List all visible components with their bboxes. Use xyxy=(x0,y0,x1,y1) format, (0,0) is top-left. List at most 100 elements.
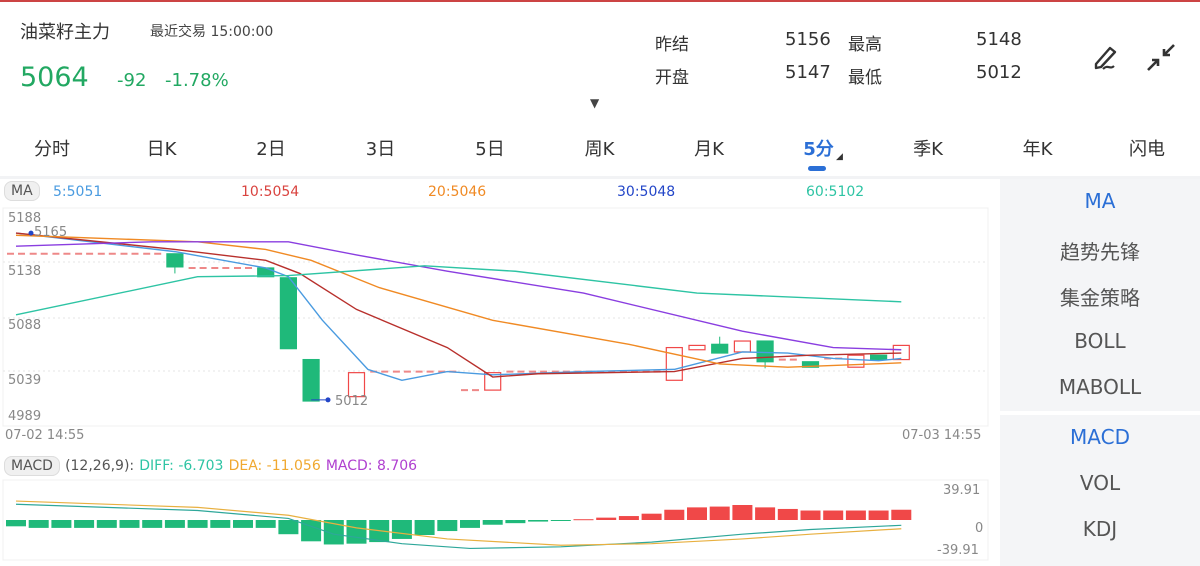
candle-up xyxy=(347,372,366,398)
candle-up xyxy=(733,340,752,353)
indicator-main-4[interactable]: MABOLL xyxy=(1058,375,1142,399)
quote-value-high: 5148 xyxy=(976,29,1022,50)
quote-value-low: 5012 xyxy=(976,62,1022,83)
kline-chart[interactable] xyxy=(0,0,1000,566)
macd-bar xyxy=(301,520,322,542)
quote-label-low: 最低 xyxy=(848,68,882,88)
macd-bar xyxy=(346,520,367,544)
indicator-main-3[interactable]: BOLL xyxy=(1074,328,1126,353)
macd-bar xyxy=(96,520,117,528)
candle-down xyxy=(166,253,184,268)
tab-8[interactable]: 季K xyxy=(913,139,943,160)
top-accent-line xyxy=(0,0,1200,2)
min-price-label: 5012 xyxy=(335,394,369,409)
indicator-sub-1[interactable]: VOL xyxy=(1079,471,1121,495)
tab-2[interactable]: 2日 xyxy=(256,139,286,160)
collapse-arrows-icon[interactable] xyxy=(1144,40,1178,74)
dea-line xyxy=(15,500,902,546)
macd-badge[interactable]: MACD xyxy=(4,456,60,476)
x-start-label: 07-02 14:55 xyxy=(5,428,85,443)
macd-bar xyxy=(482,520,503,525)
price-plot-frame xyxy=(2,207,989,427)
ma-legend-item: 10:5054 xyxy=(241,184,300,200)
recent-label: 最近交易 xyxy=(150,24,206,40)
macd-bar xyxy=(573,519,594,521)
ma-badge[interactable]: MA xyxy=(4,181,40,201)
macd-diff: DIFF: -6.703 xyxy=(139,458,224,474)
macd-y-tick: 39.91 xyxy=(943,483,981,498)
candle-up xyxy=(847,354,865,368)
macd-bar xyxy=(732,505,753,520)
candle-down xyxy=(801,361,820,368)
candle-down xyxy=(869,354,888,361)
indicator-sub-2[interactable]: KDJ xyxy=(1082,517,1118,541)
ma-line-20 xyxy=(15,234,902,368)
indicator-main-2[interactable]: 集金策略 xyxy=(1060,286,1140,310)
tab-9[interactable]: 年K xyxy=(1022,139,1053,160)
tab-1[interactable]: 日K xyxy=(146,139,177,160)
tab-dropdown-triangle-icon[interactable]: ◢ xyxy=(836,152,843,162)
macd-bar xyxy=(550,520,571,521)
quote-label-high: 最高 xyxy=(848,35,882,55)
ma-legend-item: 20:5046 xyxy=(428,184,487,200)
macd-bar xyxy=(233,520,253,528)
max-price-label: 5165 xyxy=(34,225,68,240)
chevron-down-icon[interactable]: ▼ xyxy=(590,96,600,110)
macd-bar xyxy=(868,510,889,520)
candle-up xyxy=(688,344,706,351)
macd-bar xyxy=(142,520,163,528)
quote-label-prev-settle: 昨结 xyxy=(655,35,689,55)
tab-10[interactable]: 闪电 xyxy=(1129,139,1165,160)
draw-pen-icon[interactable] xyxy=(1090,40,1124,74)
price-change-pct: -1.78% xyxy=(165,70,229,91)
tab-3[interactable]: 3日 xyxy=(365,139,396,160)
macd-bar xyxy=(618,516,639,520)
tab-7[interactable]: 5分 xyxy=(803,139,834,160)
indicator-main-0[interactable]: MA xyxy=(1084,189,1116,213)
quote-label-open: 开盘 xyxy=(655,68,689,88)
indicator-sub-0[interactable]: MACD xyxy=(1070,425,1130,449)
quote-value-prev-settle: 5156 xyxy=(785,29,831,50)
macd-bar xyxy=(755,507,776,520)
last-price: 5064 xyxy=(20,62,89,93)
y-tick: 5188 xyxy=(8,211,42,226)
macd-bar xyxy=(823,510,844,520)
time: 15:00:00 xyxy=(210,24,274,40)
candle-down xyxy=(756,340,774,363)
macd-bar xyxy=(323,520,344,545)
tab-0[interactable]: 分时 xyxy=(34,139,70,160)
macd-bar xyxy=(278,520,299,535)
candle-down xyxy=(711,343,729,354)
macd-bar xyxy=(505,520,526,524)
macd-bar xyxy=(709,506,730,520)
diff-line xyxy=(15,503,902,550)
instrument-name: 油菜籽主力 xyxy=(20,22,110,43)
ma-legend-item: 30:5048 xyxy=(617,184,676,200)
tab-4[interactable]: 5日 xyxy=(475,139,505,160)
active-tab-indicator xyxy=(808,166,826,171)
y-tick: 4989 xyxy=(8,409,42,424)
macd-bar xyxy=(845,510,866,520)
macd-bar xyxy=(119,520,140,528)
macd-bar xyxy=(687,507,707,520)
y-tick: 5088 xyxy=(8,318,42,333)
sub-indicator-panel xyxy=(1000,415,1200,566)
quote-value-open: 5147 xyxy=(785,62,831,83)
macd-bar xyxy=(437,520,458,532)
macd-bar xyxy=(391,520,412,539)
y-tick: 5138 xyxy=(8,264,42,279)
macd-legend: MACD (12,26,9): DIFF: -6.703 DEA: -11.05… xyxy=(4,455,417,476)
indicator-main-1[interactable]: 趋势先锋 xyxy=(1060,239,1140,264)
macd-bar xyxy=(164,520,185,528)
x-end-label: 07-03 14:55 xyxy=(902,428,982,443)
tab-5[interactable]: 周K xyxy=(584,139,615,160)
macd-bar xyxy=(210,520,231,528)
macd-bar xyxy=(414,520,435,535)
candle-down xyxy=(302,358,320,402)
tab-6[interactable]: 月K xyxy=(694,139,724,160)
macd-bar xyxy=(51,520,72,528)
min-marker xyxy=(325,397,331,403)
macd-bar xyxy=(6,520,26,527)
candle-down xyxy=(279,277,297,350)
macd-y-tick: -39.91 xyxy=(937,543,979,558)
